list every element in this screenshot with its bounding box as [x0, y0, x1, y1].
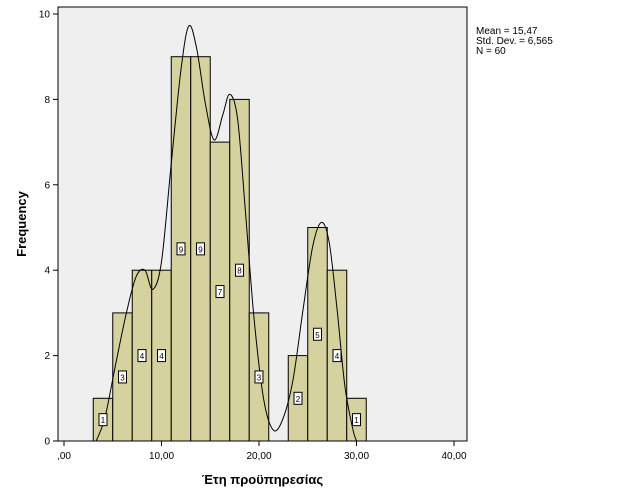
stats-n: N = 60: [476, 46, 506, 57]
bar-label-box-0: [98, 413, 108, 427]
bar-label-box-5: [196, 242, 205, 256]
bar-label-2: 4: [140, 352, 145, 361]
y-tick-label-3: 6: [44, 180, 50, 191]
bar-label-box-8: [254, 370, 264, 384]
bar-label-13: 1: [354, 416, 359, 425]
stats-mean: Mean = 15,47: [476, 26, 538, 37]
x-tick-label-0: ,00: [57, 451, 71, 462]
bar-label-8: 3: [257, 373, 262, 382]
bar-label-6: 7: [218, 288, 223, 297]
x-axis-label: Έτη προϋπηρεσίας: [202, 472, 324, 487]
stats-box: Mean = 15,47 Std. Dev. = 6,565 N = 60: [476, 27, 553, 57]
bar-label-1: 3: [120, 373, 125, 382]
bar-label-box-2: [137, 349, 147, 363]
density-curve: [95, 24, 357, 442]
x-tick-label-3: 30,00: [344, 451, 369, 462]
x-tick-label-1: 10,00: [149, 451, 174, 462]
stats-std-dev: Std. Dev. = 6,565: [476, 36, 553, 47]
bar-label-box-3: [157, 349, 166, 363]
bar-label-box-11: [313, 327, 322, 341]
x-tick-label-4: 40,00: [441, 451, 466, 462]
bar-label-box-7: [235, 263, 244, 277]
y-tick-label-4: 8: [44, 95, 50, 106]
y-tick-label-0: 0: [44, 437, 50, 448]
bar-label-12: 4: [335, 352, 340, 361]
bar-label-0: 1: [101, 416, 106, 425]
bar-label-3: 4: [159, 352, 164, 361]
bar-label-box-12: [332, 349, 342, 363]
bar-label-10: 2: [296, 395, 301, 404]
bar-label-box-1: [118, 370, 127, 384]
y-tick-label-1: 2: [44, 351, 50, 362]
y-tick-label-5: 10: [39, 10, 51, 21]
bar-label-box-10: [293, 391, 303, 405]
x-tick-label-2: 20,00: [246, 451, 271, 462]
bar-label-4: 9: [179, 245, 184, 254]
bar-label-11: 5: [315, 331, 320, 340]
bar-label-7: 8: [237, 267, 242, 276]
y-axis-label: Frequency: [14, 190, 29, 257]
bar-label-5: 9: [198, 245, 203, 254]
bar-label-box-4: [176, 242, 186, 256]
bar-label-box-6: [215, 285, 225, 299]
y-tick-label-2: 4: [44, 266, 50, 277]
bar-label-box-13: [352, 413, 361, 427]
